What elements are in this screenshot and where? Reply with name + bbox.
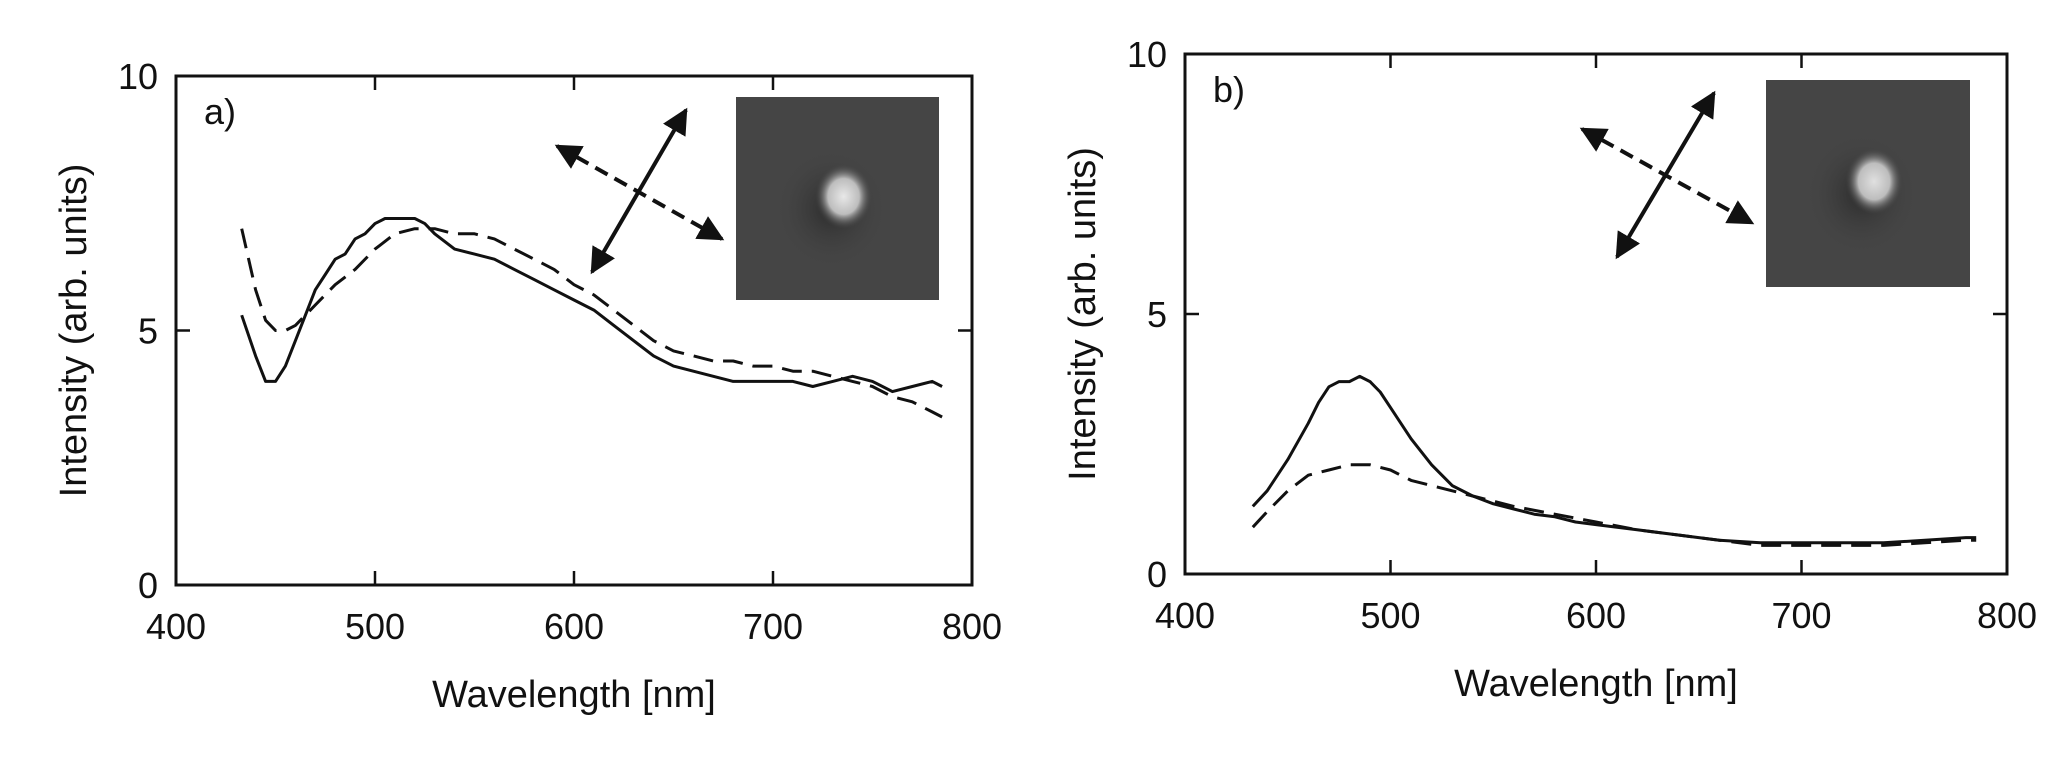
x-axis-label-a: Wavelength [nm] xyxy=(432,674,716,716)
inset-particle-a xyxy=(815,163,873,229)
series-line-b-solid xyxy=(1251,374,1977,545)
y-tick-label-b-5: 5 xyxy=(1147,294,1167,335)
y-axis-label-a: Intensity (arb. units) xyxy=(53,164,95,498)
y-tick-label-a-5: 5 xyxy=(138,311,158,352)
inset-particle-b xyxy=(1845,148,1903,215)
y-tick-label-b-10: 10 xyxy=(1127,34,1167,75)
polarization-arrow-dashed-a xyxy=(554,144,725,241)
chart-panel-a: 400 500 600 700 800 0 5 10 Wavelength [nm] Intens… xyxy=(53,56,1002,716)
y-tick-label-a-0: 0 xyxy=(138,565,158,606)
chart-a-svg: 400 500 600 700 800 0 5 10 Wavelength [nm] Intens… xyxy=(53,56,1002,716)
x-tick-label-b-700: 700 xyxy=(1771,595,1831,636)
x-tick-label-a-800: 800 xyxy=(942,606,1002,647)
y-axis-label-b: Intensity (arb. units) xyxy=(1062,147,1104,481)
x-tick-label-a-400: 400 xyxy=(146,606,206,647)
chart-panel-b: 400 500 600 700 800 0 5 10 Wavelength [nm] Intens… xyxy=(1033,0,2066,768)
series-line-a-dashed xyxy=(240,227,943,419)
y-tick-label-a-10: 10 xyxy=(118,56,158,97)
y-tick-label-b-0: 0 xyxy=(1147,554,1167,595)
x-axis-label-b: Wavelength [nm] xyxy=(1454,663,1738,705)
x-tick-label-a-600: 600 xyxy=(544,606,604,647)
x-tick-label-b-800: 800 xyxy=(1977,595,2037,636)
panel-label-b: b) xyxy=(1213,69,1245,110)
x-tick-label-b-500: 500 xyxy=(1360,595,1420,636)
series-line-b-dashed xyxy=(1251,463,1977,547)
panel-label-a: a) xyxy=(204,91,236,132)
x-tick-label-b-600: 600 xyxy=(1566,595,1626,636)
series-line-a-solid xyxy=(240,217,943,394)
chart-b-svg: 400 500 600 700 800 0 5 10 Wavelength [nm] Intens… xyxy=(1062,34,2037,705)
polarization-arrow-dashed-b xyxy=(1579,127,1755,225)
x-tick-label-a-500: 500 xyxy=(345,606,405,647)
x-tick-label-b-400: 400 xyxy=(1155,595,1215,636)
x-tick-label-a-700: 700 xyxy=(743,606,803,647)
